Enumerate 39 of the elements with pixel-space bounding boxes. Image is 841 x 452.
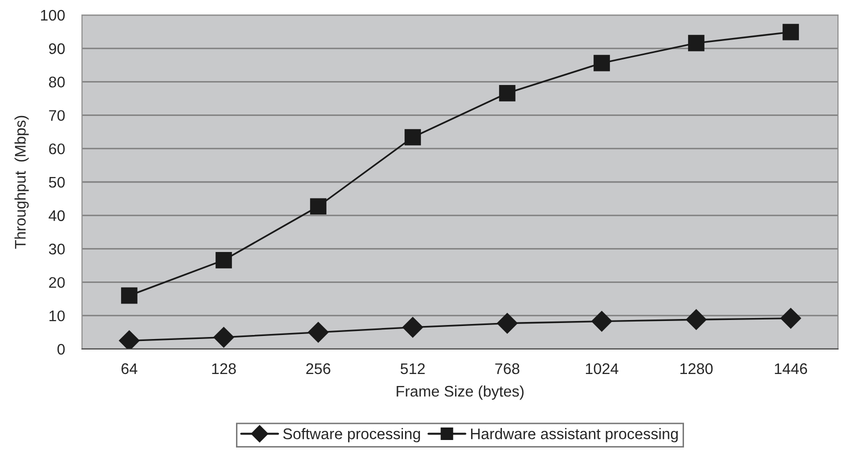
y-tick-label: 90 [49, 43, 65, 54]
point [121, 287, 138, 304]
y-tick-label: 70 [49, 110, 65, 121]
x-tick-label: 1446 [774, 363, 808, 374]
y-tick-label: 60 [49, 143, 65, 154]
point [308, 322, 329, 343]
y-axis-title: Throughput (Mbps) [14, 116, 29, 249]
point [402, 316, 424, 338]
x-tick-label: 512 [400, 363, 425, 374]
y-tick-label: 30 [48, 244, 65, 254]
point [780, 308, 802, 329]
y-tick-label: 80 [49, 76, 65, 88]
x-axis-title: Frame Size (bytes) [396, 385, 524, 400]
point [216, 252, 232, 268]
x-tick-label: 768 [495, 363, 520, 374]
point [310, 198, 326, 215]
point [686, 309, 707, 330]
legend-label: Hardware assistant processing [471, 428, 678, 442]
point [499, 84, 516, 102]
point [118, 330, 140, 349]
point [688, 34, 704, 52]
y-tick-label: 10 [50, 310, 65, 322]
y-tick-label: 50 [48, 176, 65, 188]
point [404, 129, 421, 146]
x-tick-label: 1024 [586, 363, 618, 374]
legend-label: Software processing [283, 428, 420, 442]
point [496, 312, 518, 334]
point [213, 326, 234, 348]
y-tick-label: 0 [57, 344, 65, 355]
point [782, 24, 799, 40]
y-tick-label: 100 [41, 10, 65, 21]
y-tick-label: 40 [48, 210, 65, 222]
y-tick-label: 20 [49, 277, 65, 288]
point [591, 310, 612, 332]
point [594, 54, 610, 72]
x-tick-label: 1280 [680, 363, 713, 374]
x-tick-label: 64 [122, 363, 138, 374]
x-tick-label: 256 [306, 363, 330, 374]
x-tick-label: 128 [212, 363, 236, 374]
